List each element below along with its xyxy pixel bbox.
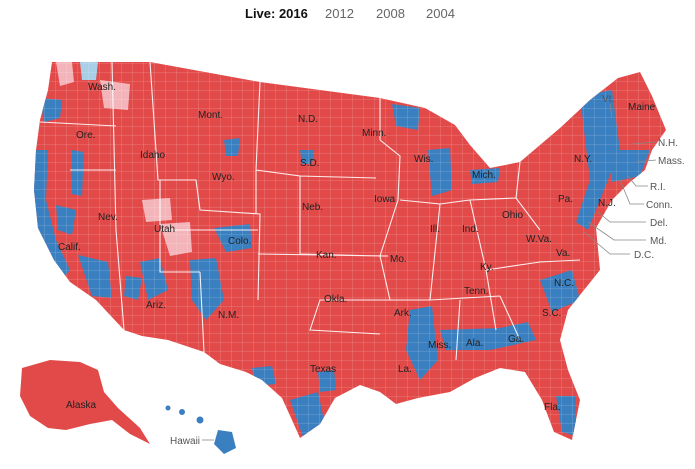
label-michigan: Mich. xyxy=(472,170,496,181)
label-rhode-island: R.I. xyxy=(650,182,666,193)
label-virginia: Va. xyxy=(556,248,570,259)
label-maine: Maine xyxy=(628,102,656,113)
label-alabama: Ala. xyxy=(466,338,483,349)
county-results-map: Wash. Ore. Idaho Mont. Wyo. Nev. Calif. … xyxy=(20,61,685,454)
label-oklahoma: Okla. xyxy=(324,294,347,305)
label-west-virginia: W.Va. xyxy=(526,234,552,245)
tab-2012[interactable]: 2012 xyxy=(325,6,354,21)
label-illinois: Ill. xyxy=(430,224,440,235)
label-montana: Mont. xyxy=(198,110,223,121)
label-wisconsin: Wis. xyxy=(414,154,433,165)
hawaii-island-maui xyxy=(196,416,204,424)
leader-dc xyxy=(583,231,630,255)
label-new-jersey: N.J. xyxy=(598,198,616,209)
label-missouri: Mo. xyxy=(390,254,407,265)
alaska-shape xyxy=(20,360,150,444)
label-california: Calif. xyxy=(58,242,81,253)
label-florida: Fla. xyxy=(544,402,561,413)
label-nevada: Nev. xyxy=(98,212,118,223)
leader-delaware xyxy=(597,211,646,223)
label-maryland: Md. xyxy=(650,236,667,247)
callout-labels: Vt. N.H. Mass. R.I. Conn. Del. Md. D.C. … xyxy=(170,94,685,447)
hawaii-shape xyxy=(165,405,236,454)
label-pennsylvania: Pa. xyxy=(558,194,573,205)
leader-rhode-island xyxy=(627,175,648,187)
label-indiana: Ind. xyxy=(462,224,479,235)
label-washington: Wash. xyxy=(88,82,116,93)
label-colorado: Colo. xyxy=(228,236,251,247)
state-labels: Wash. Ore. Idaho Mont. Wyo. Nev. Calif. … xyxy=(58,82,656,413)
label-iowa: Iowa xyxy=(374,194,396,205)
label-delaware: Del. xyxy=(650,218,668,229)
tab-2008[interactable]: 2008 xyxy=(376,6,405,21)
label-vermont: Vt. xyxy=(602,94,614,105)
label-kansas: Kan. xyxy=(316,250,337,261)
label-kentucky: Ky. xyxy=(480,262,494,273)
hawaii-island-big xyxy=(214,430,236,454)
label-connecticut: Conn. xyxy=(646,200,673,211)
label-dc: D.C. xyxy=(634,250,654,261)
label-new-york: N.Y. xyxy=(574,154,592,165)
label-new-hampshire: N.H. xyxy=(658,138,678,149)
label-south-carolina: S.C. xyxy=(542,308,561,319)
label-massachusetts: Mass. xyxy=(658,156,685,167)
tab-live-2016[interactable]: Live: 2016 xyxy=(245,6,308,21)
state-borders xyxy=(39,62,581,361)
leader-maryland xyxy=(587,221,646,241)
label-georgia: Ga. xyxy=(508,334,524,345)
year-tabs: Live: 2016 2012 2008 2004 xyxy=(0,6,695,24)
label-minnesota: Minn. xyxy=(362,128,386,139)
label-south-dakota: S.D. xyxy=(300,158,319,169)
label-hawaii: Hawaii xyxy=(170,436,200,447)
tab-2004[interactable]: 2004 xyxy=(426,6,455,21)
label-oregon: Ore. xyxy=(76,130,95,141)
label-arkansas: Ark. xyxy=(394,308,412,319)
label-alaska: Alaska xyxy=(66,400,96,411)
leader-new-hampshire xyxy=(631,141,657,145)
label-texas: Texas xyxy=(310,364,336,375)
label-mississippi: Miss. xyxy=(428,340,451,351)
leader-connecticut xyxy=(619,179,644,205)
label-utah: Utah xyxy=(154,224,175,235)
label-tennessee: Tenn. xyxy=(464,286,488,297)
label-idaho: Idaho xyxy=(140,150,165,161)
hawaii-island-kauai xyxy=(165,405,171,411)
leader-vermont xyxy=(609,103,613,119)
label-louisiana: La. xyxy=(398,364,412,375)
label-nebraska: Neb. xyxy=(302,202,323,213)
label-ohio: Ohio xyxy=(502,210,524,221)
contiguous-us xyxy=(33,61,667,441)
label-wyoming: Wyo. xyxy=(212,172,235,183)
label-new-mexico: N.M. xyxy=(218,310,239,321)
leader-massachusetts xyxy=(635,159,657,163)
label-arizona: Ariz. xyxy=(146,300,166,311)
label-north-carolina: N.C. xyxy=(554,278,574,289)
hawaii-island-oahu xyxy=(179,409,185,415)
label-north-dakota: N.D. xyxy=(298,114,318,125)
